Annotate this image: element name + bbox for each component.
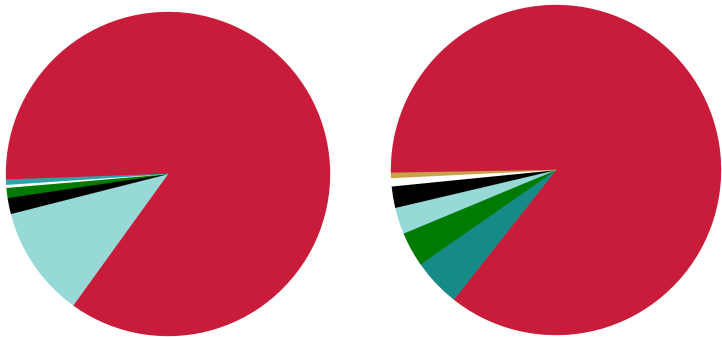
pie-1-slice-6 <box>390 169 557 179</box>
pie-chart-right <box>390 4 722 336</box>
pie-0-slice-5 <box>5 173 169 185</box>
pie-0-slice-1 <box>10 173 169 306</box>
pie-chart-left <box>5 11 331 337</box>
